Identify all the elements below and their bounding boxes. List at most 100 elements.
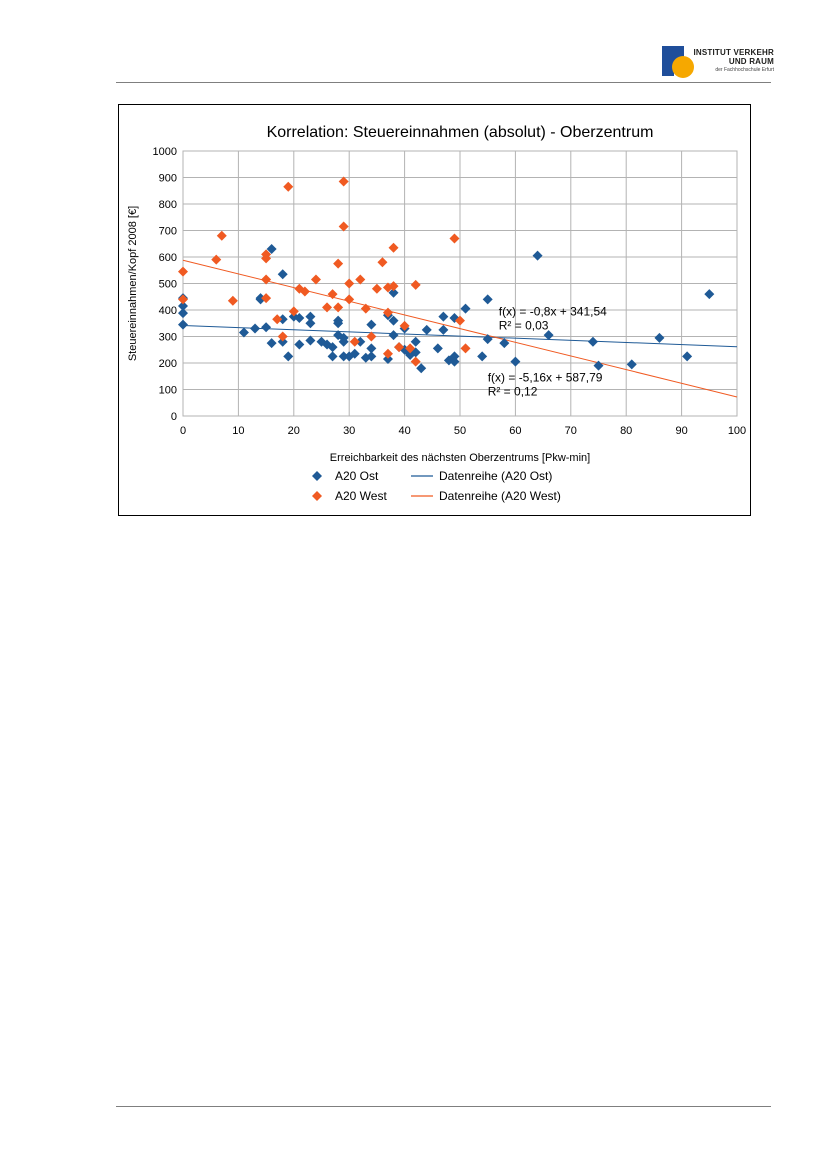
data-point-ost bbox=[178, 301, 188, 312]
data-point-ost bbox=[266, 338, 277, 349]
logo-text-line3: der Fachhochschule Erfurt bbox=[715, 67, 774, 73]
data-point-ost bbox=[277, 314, 288, 325]
data-point-ost bbox=[405, 350, 416, 361]
data-point-west bbox=[388, 281, 399, 292]
data-point-ost bbox=[238, 327, 249, 338]
data-point-ost bbox=[543, 330, 554, 341]
data-point-ost bbox=[305, 318, 316, 329]
y-tick-label: 700 bbox=[159, 226, 177, 238]
data-point-ost bbox=[477, 351, 488, 362]
data-point-west bbox=[344, 294, 355, 305]
institute-logo: INSTITUT VERKEHR UND RAUM der Fachhochsc… bbox=[662, 46, 774, 80]
data-point-west bbox=[377, 257, 388, 268]
data-point-ost bbox=[277, 269, 288, 280]
y-tick-label: 900 bbox=[159, 173, 177, 185]
data-point-ost bbox=[482, 334, 493, 345]
data-point-ost bbox=[261, 322, 272, 333]
data-point-ost bbox=[682, 351, 693, 362]
y-tick-label: 200 bbox=[159, 358, 177, 370]
data-point-ost bbox=[305, 335, 316, 346]
y-tick-label: 1000 bbox=[153, 146, 177, 158]
data-point-ost bbox=[482, 294, 493, 305]
data-point-west bbox=[338, 221, 349, 232]
data-point-ost bbox=[654, 332, 665, 343]
data-point-west bbox=[349, 336, 360, 347]
data-point-ost bbox=[704, 289, 715, 300]
x-tick-label: 20 bbox=[288, 425, 300, 437]
data-point-west bbox=[227, 295, 238, 306]
data-point-west bbox=[333, 302, 344, 313]
legend-trend-label-west: Datenreihe (A20 West) bbox=[439, 489, 561, 503]
data-point-ost bbox=[410, 336, 421, 347]
legend-label-ost: A20 Ost bbox=[335, 469, 379, 483]
trendline-equation-west: f(x) = -5,16x + 587,79 bbox=[488, 370, 603, 384]
data-point-ost bbox=[338, 351, 349, 362]
trendline-equation-ost: f(x) = -0,8x + 341,54 bbox=[499, 304, 607, 318]
x-tick-label: 10 bbox=[232, 425, 244, 437]
y-tick-label: 500 bbox=[159, 279, 177, 291]
data-point-ost bbox=[178, 308, 188, 319]
data-point-ost bbox=[327, 351, 338, 362]
data-point-west bbox=[388, 242, 399, 253]
data-point-ost bbox=[460, 303, 471, 314]
y-tick-label: 300 bbox=[159, 332, 177, 344]
data-point-ost bbox=[416, 363, 427, 374]
data-point-west bbox=[371, 283, 382, 294]
data-point-west bbox=[327, 289, 338, 300]
data-point-west bbox=[288, 306, 299, 317]
data-point-west bbox=[261, 274, 272, 285]
data-point-ost bbox=[255, 293, 266, 304]
data-point-ost bbox=[449, 351, 460, 362]
data-point-west bbox=[360, 303, 371, 314]
data-point-ost bbox=[626, 359, 637, 370]
legend-marker-west bbox=[312, 491, 322, 501]
data-point-west bbox=[322, 302, 333, 313]
x-tick-label: 30 bbox=[343, 425, 355, 437]
data-point-ost bbox=[510, 356, 521, 367]
data-point-ost bbox=[388, 287, 399, 298]
data-point-west bbox=[382, 307, 393, 318]
data-point-west bbox=[410, 279, 421, 290]
logo-sun-icon bbox=[672, 56, 694, 78]
trendline-ost bbox=[182, 324, 738, 348]
chart-frame: Korrelation: Steuereinnahmen (absolut) -… bbox=[118, 104, 751, 516]
data-point-ost bbox=[355, 336, 366, 347]
x-tick-label: 90 bbox=[675, 425, 687, 437]
x-tick-label: 70 bbox=[565, 425, 577, 437]
data-point-ost bbox=[283, 351, 294, 362]
data-point-west bbox=[178, 266, 188, 277]
data-point-ost bbox=[366, 319, 377, 330]
chart-title: Korrelation: Steuereinnahmen (absolut) -… bbox=[267, 124, 654, 141]
data-point-west bbox=[455, 315, 465, 326]
data-point-ost bbox=[344, 351, 355, 362]
data-point-ost bbox=[366, 351, 377, 362]
legend-marker-ost bbox=[312, 471, 322, 481]
data-point-ost bbox=[327, 342, 338, 353]
data-point-west bbox=[216, 230, 227, 241]
data-point-ost bbox=[277, 336, 288, 347]
data-point-ost bbox=[449, 356, 460, 367]
data-point-west bbox=[382, 348, 393, 359]
data-point-ost bbox=[499, 338, 510, 349]
scatter-chart: Korrelation: Steuereinnahmen (absolut) -… bbox=[127, 124, 746, 503]
legend-trend-label-ost: Datenreihe (A20 Ost) bbox=[439, 469, 552, 483]
x-tick-label: 0 bbox=[180, 425, 186, 437]
logo-blue-block-lower bbox=[662, 62, 674, 76]
data-point-ost bbox=[294, 339, 305, 350]
data-point-ost bbox=[305, 311, 316, 322]
y-tick-label: 600 bbox=[159, 252, 177, 264]
header-rule bbox=[116, 82, 771, 83]
data-point-ost bbox=[178, 319, 188, 330]
trendline-r2-west: R² = 0,12 bbox=[488, 384, 538, 398]
data-point-west bbox=[310, 274, 321, 285]
x-axis-label: Erreichbarkeit des nächsten Oberzentrums… bbox=[330, 452, 590, 464]
logo-text-line2: UND RAUM bbox=[728, 57, 774, 66]
data-point-west bbox=[272, 314, 283, 325]
data-point-west bbox=[460, 343, 471, 354]
x-tick-label: 100 bbox=[728, 425, 746, 437]
data-point-ost bbox=[421, 324, 432, 335]
data-point-west bbox=[405, 343, 416, 354]
y-tick-label: 800 bbox=[159, 199, 177, 211]
data-point-west bbox=[338, 176, 349, 187]
data-point-west bbox=[178, 294, 188, 305]
